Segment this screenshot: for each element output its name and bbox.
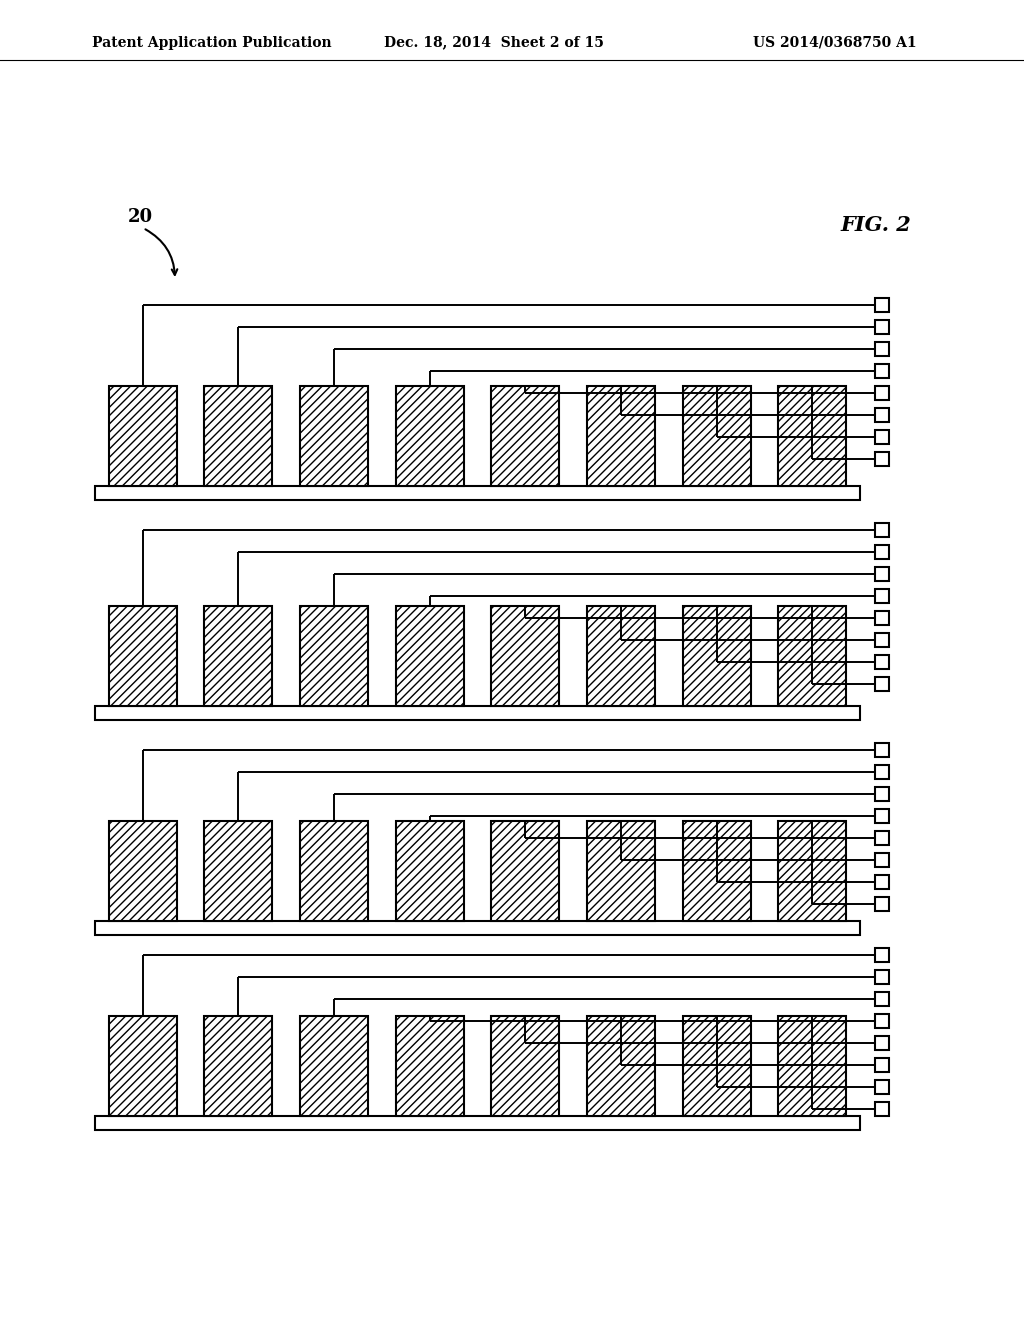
Bar <box>874 342 889 356</box>
Text: Patent Application Publication: Patent Application Publication <box>92 36 332 50</box>
Bar <box>95 1115 860 1130</box>
Bar <box>587 385 655 486</box>
Bar <box>492 1016 559 1115</box>
Bar <box>395 385 464 486</box>
Text: Dec. 18, 2014  Sheet 2 of 15: Dec. 18, 2014 Sheet 2 of 15 <box>384 36 604 50</box>
Bar <box>874 832 889 845</box>
Bar <box>395 1016 464 1115</box>
Bar <box>109 385 177 486</box>
Bar <box>683 821 751 921</box>
Bar <box>874 523 889 537</box>
Bar <box>874 1059 889 1072</box>
Bar <box>874 766 889 779</box>
Bar <box>205 606 272 706</box>
Bar <box>587 606 655 706</box>
Bar <box>683 385 751 486</box>
Bar <box>683 606 751 706</box>
Bar <box>587 1016 655 1115</box>
Bar <box>492 821 559 921</box>
Bar <box>300 606 368 706</box>
Bar <box>778 606 846 706</box>
Bar <box>874 430 889 444</box>
Bar <box>874 545 889 558</box>
Bar <box>395 821 464 921</box>
Bar <box>874 655 889 669</box>
Bar <box>778 821 846 921</box>
Bar <box>492 606 559 706</box>
Text: FIG. 2: FIG. 2 <box>840 215 910 235</box>
Bar <box>205 821 272 921</box>
Bar <box>874 451 889 466</box>
Bar <box>109 1016 177 1115</box>
Bar <box>300 385 368 486</box>
Bar <box>778 385 846 486</box>
Bar <box>874 809 889 822</box>
Bar <box>874 298 889 312</box>
Bar <box>300 1016 368 1115</box>
Text: US 2014/0368750 A1: US 2014/0368750 A1 <box>753 36 916 50</box>
Bar <box>874 568 889 581</box>
Bar <box>109 606 177 706</box>
Bar <box>300 821 368 921</box>
Bar <box>874 677 889 690</box>
Bar <box>874 319 889 334</box>
Bar <box>874 993 889 1006</box>
Bar <box>683 1016 751 1115</box>
Bar <box>587 821 655 921</box>
Bar <box>874 875 889 888</box>
Bar <box>874 634 889 647</box>
Bar <box>95 486 860 500</box>
Bar <box>395 606 464 706</box>
Bar <box>874 1014 889 1028</box>
Bar <box>874 385 889 400</box>
Bar <box>874 589 889 603</box>
Bar <box>492 385 559 486</box>
Bar <box>874 408 889 422</box>
Bar <box>205 385 272 486</box>
Bar <box>874 948 889 962</box>
Text: 20: 20 <box>128 209 154 226</box>
Bar <box>874 611 889 624</box>
Bar <box>874 787 889 801</box>
Bar <box>874 1102 889 1115</box>
Bar <box>874 364 889 378</box>
Bar <box>95 921 860 935</box>
Bar <box>778 1016 846 1115</box>
Bar <box>874 898 889 911</box>
Bar <box>874 853 889 867</box>
Bar <box>874 970 889 983</box>
Bar <box>95 706 860 719</box>
Bar <box>205 1016 272 1115</box>
Bar <box>109 821 177 921</box>
Bar <box>874 1080 889 1094</box>
Bar <box>874 1036 889 1049</box>
Bar <box>874 743 889 756</box>
